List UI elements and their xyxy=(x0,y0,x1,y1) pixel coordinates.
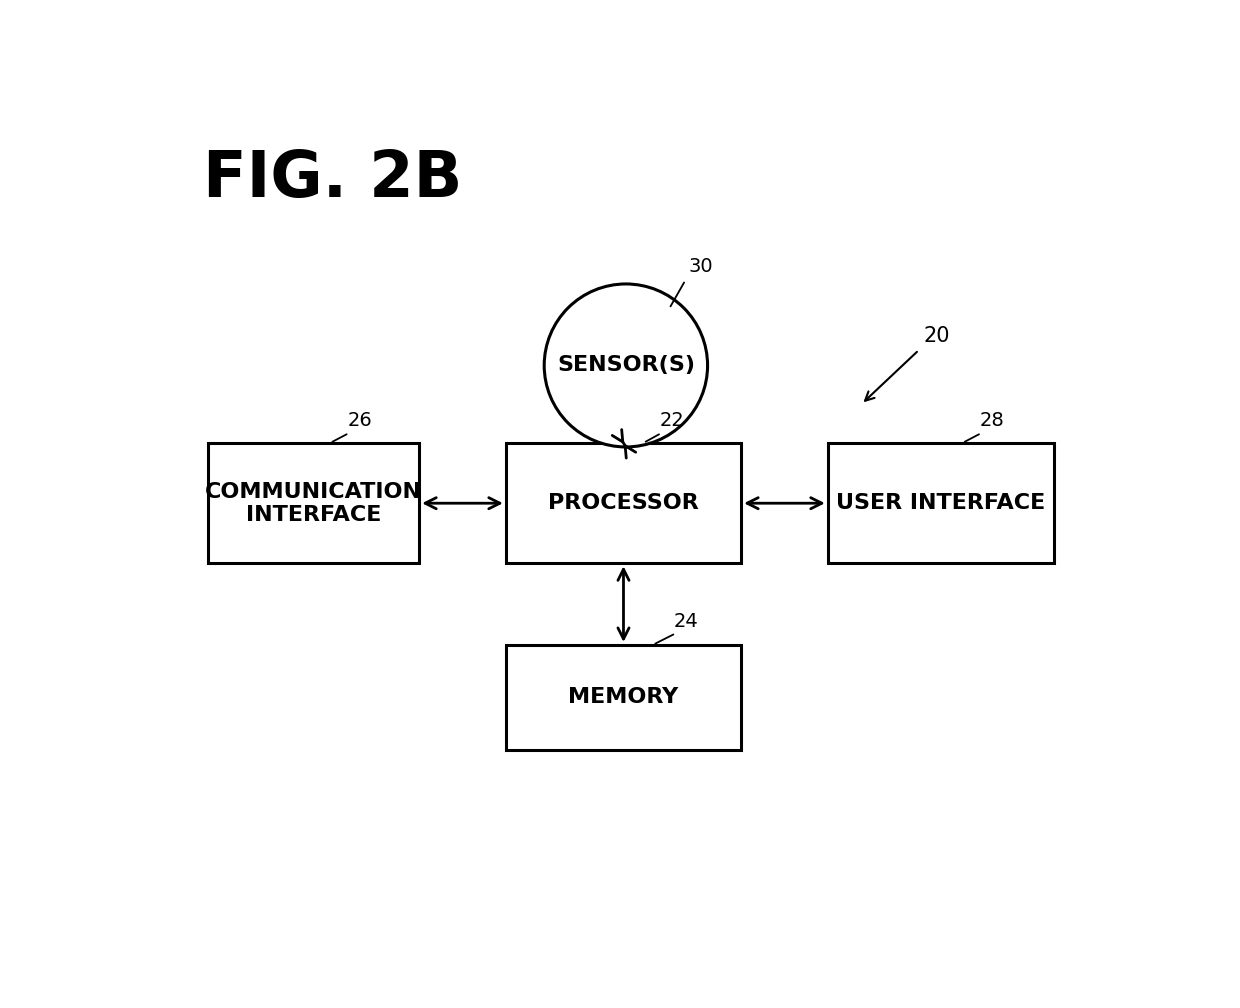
Text: 24: 24 xyxy=(675,612,698,631)
Text: 20: 20 xyxy=(924,326,950,346)
Text: SENSOR(S): SENSOR(S) xyxy=(557,356,694,375)
FancyBboxPatch shape xyxy=(506,444,742,563)
Ellipse shape xyxy=(544,284,708,447)
FancyBboxPatch shape xyxy=(208,444,419,563)
Text: 28: 28 xyxy=(980,411,1004,429)
Text: FIG. 2B: FIG. 2B xyxy=(203,148,463,210)
Text: COMMUNICATION
INTERFACE: COMMUNICATION INTERFACE xyxy=(205,482,422,525)
FancyBboxPatch shape xyxy=(828,444,1054,563)
Text: 26: 26 xyxy=(347,411,372,429)
FancyBboxPatch shape xyxy=(506,645,742,750)
Text: PROCESSOR: PROCESSOR xyxy=(548,493,699,513)
Text: 30: 30 xyxy=(688,257,713,276)
Text: MEMORY: MEMORY xyxy=(568,687,678,708)
Text: USER INTERFACE: USER INTERFACE xyxy=(836,493,1045,513)
Text: 22: 22 xyxy=(660,411,684,429)
